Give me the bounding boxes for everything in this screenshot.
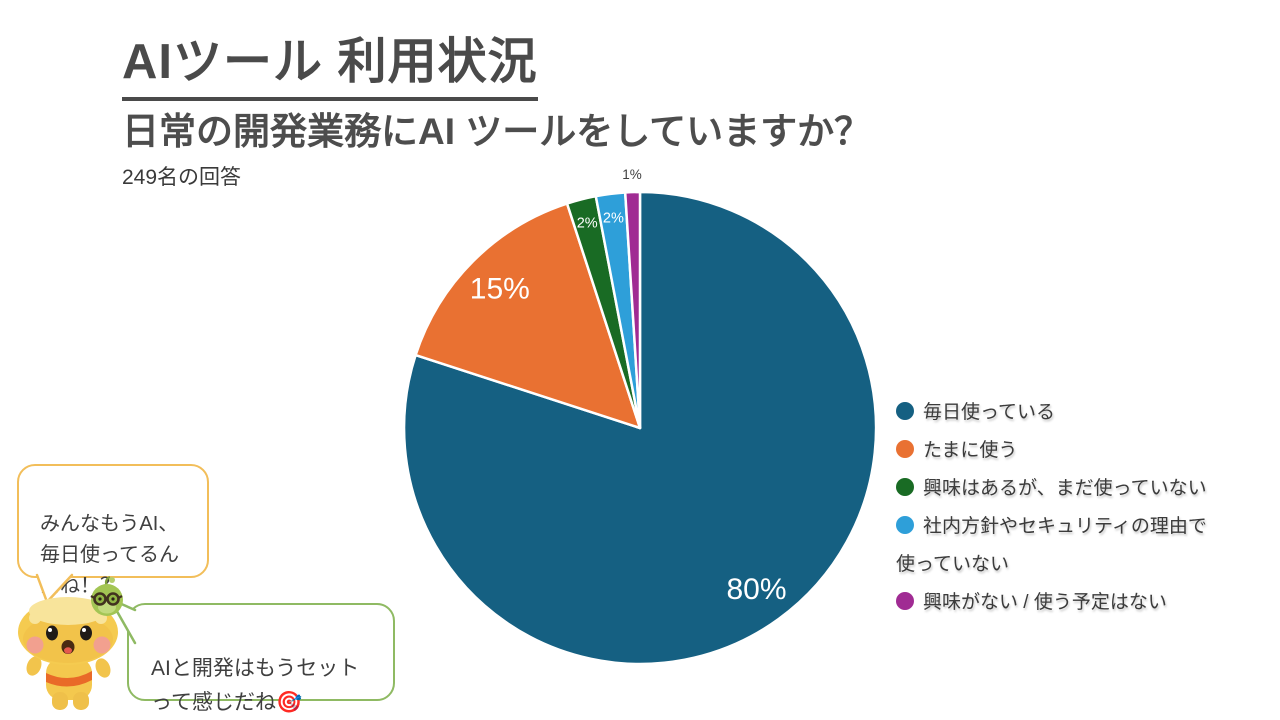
- page-title: AIツール 利用状況: [122, 22, 538, 101]
- pie-label-3: 2%: [603, 210, 624, 226]
- legend-swatch-icon: [896, 478, 914, 496]
- speech-bubble-bottom-text: AIと開発はもうセット って感じだね🎯: [151, 657, 360, 714]
- mascot-right-eye: [80, 625, 92, 641]
- mascot-left-cheek: [26, 636, 44, 654]
- mascot-green-companion: [90, 576, 123, 616]
- pie-slice-1: [414, 202, 642, 430]
- legend-label: たまに使う: [923, 440, 1018, 461]
- legend-item-3: 社内方針やセキュリティの理由で使っていない: [896, 508, 1218, 584]
- speech-bubble-top: みんなもうAI、 毎日使ってるん だね！？: [17, 464, 209, 597]
- pie-slice-4: [623, 190, 642, 430]
- legend-swatch-icon: [896, 592, 914, 610]
- legend-swatch-icon: [896, 516, 914, 534]
- legend-item-4: 興味がない / 使う予定はない: [896, 584, 1218, 622]
- speech-bubble-bottom: AIと開発はもうセット って感じだね🎯: [127, 603, 395, 714]
- legend-label: 毎日使っている: [923, 402, 1056, 423]
- legend-label: 興味がない / 使う予定はない: [923, 592, 1167, 613]
- pie-label-2: 2%: [577, 215, 598, 231]
- mascot-head: [18, 597, 118, 665]
- mascot-body: [26, 656, 111, 710]
- legend-item-2: 興味はあるが、まだ使っていない: [896, 470, 1218, 508]
- pie-label-0: 80%: [726, 573, 786, 606]
- legend-item-0: 毎日使っている: [896, 394, 1218, 432]
- pie-chart: 80% 15% 2% 2% 1%: [402, 167, 878, 666]
- legend-swatch-icon: [896, 440, 914, 458]
- response-count: 249名の回答: [122, 166, 242, 189]
- chart-legend: 毎日使っている たまに使う興味はあるが、まだ使っていない社内方針やセキュリティの理…: [896, 394, 1218, 622]
- mascot-right-cheek: [93, 636, 111, 654]
- legend-label: 興味はあるが、まだ使っていない: [923, 478, 1207, 499]
- pie-label-1: 15%: [470, 272, 530, 305]
- legend-swatch-icon: [896, 402, 914, 420]
- legend-label: 社内方針やセキュリティの理由で使っていない: [896, 516, 1207, 575]
- question-subtitle: 日常の開発業務にAI ツールをしていますか？: [122, 111, 872, 152]
- mascot-companion-glasses: [90, 592, 123, 606]
- pie-label-4: 1%: [622, 167, 642, 182]
- legend-item-1: たまに使う: [896, 432, 1218, 470]
- mascot-waistband: [46, 671, 92, 687]
- mascot-left-eye: [46, 625, 58, 641]
- mascot-cap-pattern: [29, 597, 107, 625]
- mascot-character: [18, 576, 123, 710]
